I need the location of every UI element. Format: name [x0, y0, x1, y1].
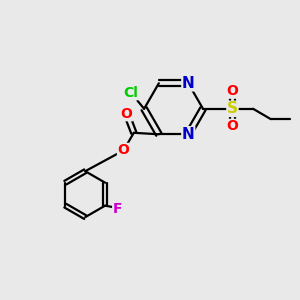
Text: O: O — [226, 84, 238, 98]
Text: S: S — [227, 101, 238, 116]
Text: N: N — [182, 127, 195, 142]
Text: O: O — [121, 107, 132, 121]
Text: O: O — [118, 143, 129, 158]
Text: N: N — [182, 76, 195, 91]
Text: Cl: Cl — [123, 85, 138, 100]
Text: O: O — [226, 119, 238, 134]
Text: F: F — [113, 202, 122, 216]
